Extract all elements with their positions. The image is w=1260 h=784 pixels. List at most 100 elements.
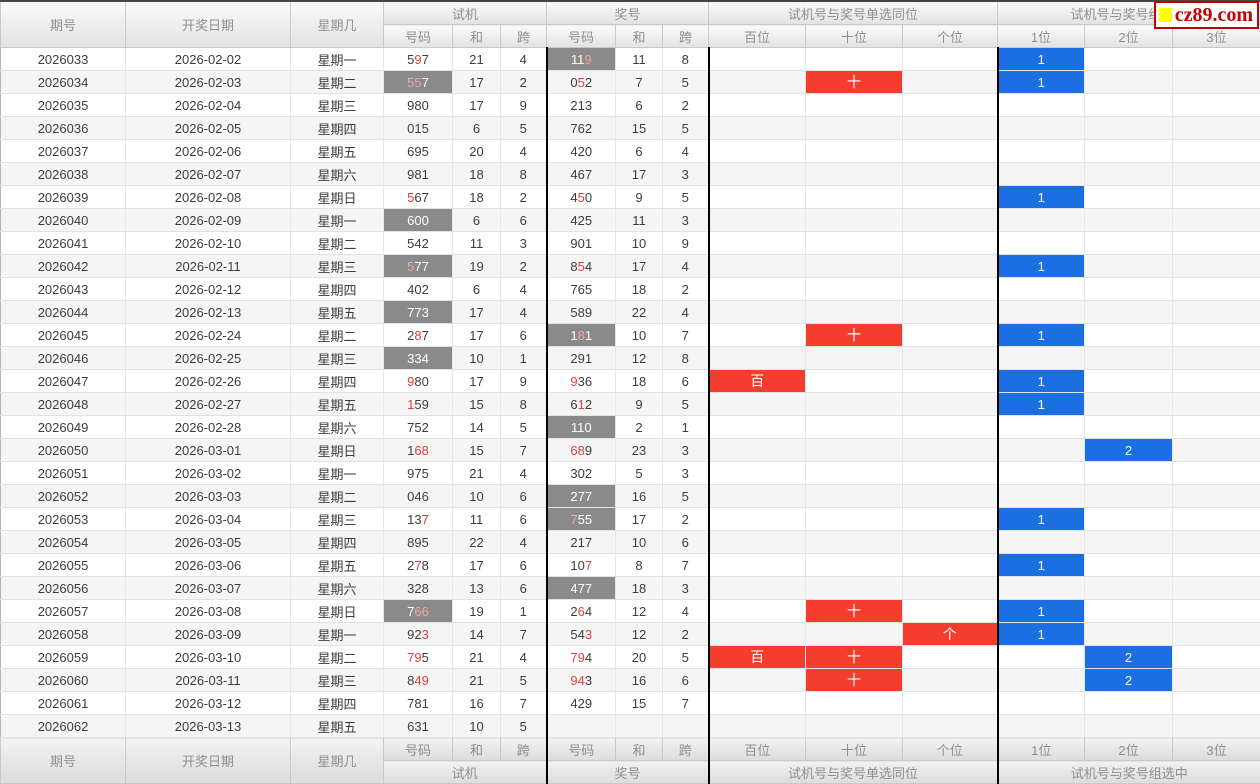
- period-cell: 2026040: [1, 209, 126, 232]
- digit: 4: [585, 604, 592, 619]
- win-sum-cell: 6: [616, 94, 663, 117]
- group-hit-3-cell: [1173, 600, 1260, 623]
- digit: 7: [414, 558, 421, 573]
- digit: 5: [422, 535, 429, 550]
- group-hit-3-cell: [1173, 554, 1260, 577]
- date-cell: 2026-03-04: [126, 508, 291, 531]
- header-pos-shi: 十位: [806, 25, 903, 48]
- test-sum-cell: 10: [453, 485, 501, 508]
- same-pos-ge-cell: [903, 94, 998, 117]
- group-hit-3-cell: [1173, 715, 1260, 738]
- same-pos-ge-cell: [903, 301, 998, 324]
- header-group-win: 奖号: [547, 1, 709, 25]
- win-sum-cell: 17: [616, 255, 663, 278]
- same-pos-bai-cell: [709, 623, 806, 646]
- footer-group-win: 奖号: [547, 761, 709, 784]
- win-num-cell: 854: [547, 255, 616, 278]
- win-num-cell: 107: [547, 554, 616, 577]
- test-span-cell: 6: [501, 577, 547, 600]
- period-cell: 2026045: [1, 324, 126, 347]
- win-num-cell: 119: [547, 48, 616, 71]
- period-cell: 2026056: [1, 577, 126, 600]
- same-pos-bai-cell: [709, 554, 806, 577]
- digit: 5: [578, 75, 585, 90]
- digit: 7: [570, 650, 577, 665]
- group-hit-2-cell: [1085, 163, 1173, 186]
- win-sum-cell: [616, 715, 663, 738]
- period-cell: 2026049: [1, 416, 126, 439]
- group-hit-2-cell: 2: [1085, 646, 1173, 669]
- digit: 7: [585, 581, 592, 596]
- win-num-cell: 420: [547, 140, 616, 163]
- test-sum-cell: 16: [453, 692, 501, 715]
- date-cell: 2026-02-27: [126, 393, 291, 416]
- win-num-cell: 052: [547, 71, 616, 94]
- test-span-cell: 6: [501, 209, 547, 232]
- group-hit-3-cell: [1173, 48, 1260, 71]
- digit: 8: [422, 443, 429, 458]
- footer-test-sum: 和: [453, 738, 501, 761]
- win-span-cell: 3: [663, 163, 709, 186]
- week-cell: 星期六: [291, 163, 384, 186]
- date-cell: 2026-02-09: [126, 209, 291, 232]
- week-cell: 星期五: [291, 301, 384, 324]
- week-cell: 星期五: [291, 393, 384, 416]
- same-pos-shi-cell: [806, 416, 903, 439]
- group-hit-3-cell: [1173, 692, 1260, 715]
- digit: 0: [422, 213, 429, 228]
- test-span-cell: 9: [501, 370, 547, 393]
- date-cell: 2026-03-08: [126, 600, 291, 623]
- header-group-test: 试机: [384, 1, 547, 25]
- test-sum-cell: 21: [453, 669, 501, 692]
- digit: 8: [414, 328, 421, 343]
- group-hit-2-cell: [1085, 508, 1173, 531]
- win-sum-cell: 9: [616, 186, 663, 209]
- same-pos-bai-cell: [709, 232, 806, 255]
- same-pos-shi-cell: 十: [806, 669, 903, 692]
- test-sum-cell: 15: [453, 439, 501, 462]
- group-hit-1-cell: [998, 347, 1085, 370]
- digit: 2: [422, 282, 429, 297]
- digit: 8: [578, 328, 585, 343]
- test-span-cell: 7: [501, 439, 547, 462]
- digit: 5: [585, 213, 592, 228]
- digit: 6: [585, 374, 592, 389]
- win-sum-cell: 6: [616, 140, 663, 163]
- same-pos-shi-cell: [806, 554, 903, 577]
- cz89-logo[interactable]: cz89.com: [1154, 1, 1259, 29]
- same-pos-bai-cell: [709, 163, 806, 186]
- same-pos-bai-cell: [709, 508, 806, 531]
- test-sum-cell: 17: [453, 370, 501, 393]
- group-hit-3-cell: [1173, 324, 1260, 347]
- test-sum-cell: 6: [453, 278, 501, 301]
- digit: 1: [570, 558, 577, 573]
- win-num-cell: 264: [547, 600, 616, 623]
- same-pos-shi-cell: [806, 255, 903, 278]
- same-pos-shi-cell: [806, 301, 903, 324]
- test-num-cell: 278: [384, 554, 453, 577]
- group-hit-2-cell: [1085, 715, 1173, 738]
- test-num-cell: 159: [384, 393, 453, 416]
- test-sum-cell: 6: [453, 117, 501, 140]
- same-pos-bai-cell: [709, 669, 806, 692]
- test-sum-cell: 21: [453, 646, 501, 669]
- same-pos-shi-cell: [806, 485, 903, 508]
- digit: 0: [422, 374, 429, 389]
- same-pos-ge-cell: [903, 600, 998, 623]
- digit: 9: [585, 443, 592, 458]
- week-cell: 星期五: [291, 715, 384, 738]
- same-pos-ge-cell: [903, 117, 998, 140]
- digit: 4: [570, 167, 577, 182]
- group-hit-1-cell: 1: [998, 623, 1085, 646]
- same-pos-shi-cell: [806, 117, 903, 140]
- digit: 9: [422, 673, 429, 688]
- test-span-cell: 4: [501, 278, 547, 301]
- week-cell: 星期二: [291, 485, 384, 508]
- win-sum-cell: 12: [616, 623, 663, 646]
- digit: 2: [570, 604, 577, 619]
- test-sum-cell: 17: [453, 324, 501, 347]
